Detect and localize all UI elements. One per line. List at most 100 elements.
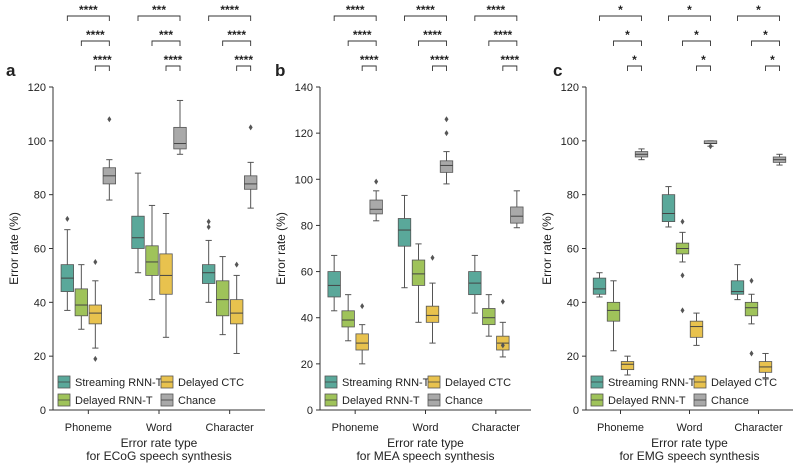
box-delayed-rnn-t-phoneme — [74, 264, 88, 330]
significance-bracket — [765, 65, 780, 71]
box-body — [439, 160, 454, 173]
x-tick-label: Phoneme — [597, 422, 644, 434]
y-axis-label: Error rate (%) — [540, 212, 554, 285]
significance-bracket — [737, 15, 780, 21]
significance-label: **** — [227, 28, 246, 42]
significance-label: * — [694, 28, 699, 42]
y-tick-label: 100 — [295, 174, 313, 186]
x-tick-label: Word — [676, 422, 702, 434]
significance-bracket — [151, 40, 181, 46]
box-body — [482, 308, 496, 326]
box-body — [230, 299, 244, 325]
y-tick-label: 40 — [301, 313, 313, 325]
significance-label: * — [687, 3, 692, 17]
significance-label: **** — [79, 3, 98, 17]
box-delayed-ctc-word — [425, 254, 440, 344]
y-tick-label: 80 — [34, 190, 46, 202]
box-streaming-rnn-t-phoneme — [60, 215, 74, 311]
y-tick-label: 0 — [307, 405, 313, 417]
box-body — [202, 264, 216, 284]
y-tick-label: 60 — [34, 244, 46, 256]
outlier-point — [680, 307, 685, 314]
box-chance-word — [439, 116, 454, 185]
y-tick-label: 40 — [34, 297, 46, 309]
significance-label: **** — [234, 53, 253, 67]
y-tick-label: 20 — [34, 351, 46, 363]
box-body — [620, 361, 635, 371]
outlier-point — [107, 116, 112, 123]
legend-label: Streaming RNN-T — [342, 377, 430, 389]
significance-label: **** — [423, 28, 442, 42]
box-body — [355, 333, 369, 351]
box-streaming-rnn-t-character — [730, 264, 745, 301]
significance-label: **** — [346, 3, 365, 17]
y-tick-label: 20 — [301, 359, 313, 371]
significance-label: **** — [220, 3, 239, 17]
box-body — [510, 206, 524, 224]
box-delayed-ctc-character — [230, 261, 244, 354]
box-body — [606, 301, 621, 322]
box-delayed-rnn-t-word — [675, 218, 690, 314]
box-body — [397, 218, 412, 247]
box-body — [216, 280, 230, 317]
y-tick-label: 140 — [295, 82, 313, 94]
box-delayed-ctc-phoneme — [88, 258, 102, 362]
box-delayed-rnn-t-word — [145, 204, 159, 301]
box-body — [74, 288, 88, 317]
y-tick-label: 60 — [567, 244, 579, 256]
box-delayed-rnn-t-phoneme — [606, 280, 621, 352]
box-delayed-ctc-phoneme — [620, 355, 635, 376]
significance-label: **** — [486, 3, 505, 17]
significance-bracket — [418, 40, 447, 46]
significance-label: * — [625, 28, 630, 42]
outlier-point — [500, 342, 505, 349]
y-axis-label: Error rate (%) — [7, 212, 21, 285]
box-delayed-rnn-t-character — [216, 256, 230, 336]
significance-bracket — [361, 65, 377, 71]
legend-label: Delayed RNN-T — [608, 395, 686, 407]
y-tick-label: 0 — [40, 405, 46, 417]
box-chance-character — [510, 190, 524, 229]
x-tick-label: Character — [472, 422, 521, 434]
box-delayed-rnn-t-phoneme — [341, 294, 355, 342]
box-delayed-ctc-word — [159, 213, 173, 338]
significance-bracket — [668, 15, 711, 21]
significance-label: **** — [93, 53, 112, 67]
box-body — [159, 253, 173, 295]
outlier-point — [444, 130, 449, 137]
significance-bracket — [474, 15, 518, 21]
box-delayed-ctc-character — [758, 352, 773, 379]
outlier-point — [749, 350, 754, 357]
outlier-point — [708, 143, 713, 150]
outlier-point — [93, 355, 98, 362]
y-tick-label: 100 — [28, 136, 46, 148]
significance-bracket — [696, 65, 711, 71]
outlier-point — [93, 258, 98, 265]
y-tick-label: 80 — [567, 190, 579, 202]
box-body — [369, 199, 383, 215]
significance-label: **** — [416, 3, 435, 17]
significance-bracket — [94, 65, 110, 71]
box-chance-word — [173, 99, 187, 155]
legend-label: Streaming RNN-T — [608, 377, 696, 389]
outlier-point — [500, 298, 505, 305]
significance-label: **** — [164, 53, 183, 67]
y-tick-label: 120 — [28, 82, 46, 94]
y-tick-label: 40 — [567, 297, 579, 309]
box-body — [689, 320, 704, 338]
significance-label: **** — [86, 28, 105, 42]
significance-label: **** — [493, 28, 512, 42]
x-axis-label: Error rate type — [121, 436, 198, 450]
significance-bracket — [347, 40, 377, 46]
legend-label: Delayed CTC — [445, 377, 511, 389]
significance-label: **** — [353, 28, 372, 42]
significance-bracket — [165, 65, 181, 71]
significance-label: *** — [152, 3, 166, 17]
significance-bracket — [137, 15, 181, 21]
legend: Streaming RNN-T Delayed CTC Delayed RNN-T C… — [57, 375, 244, 407]
y-tick-label: 20 — [567, 351, 579, 363]
outlier-point — [234, 261, 239, 268]
box-body — [730, 280, 745, 295]
x-axis-label: Error rate type — [387, 436, 464, 450]
